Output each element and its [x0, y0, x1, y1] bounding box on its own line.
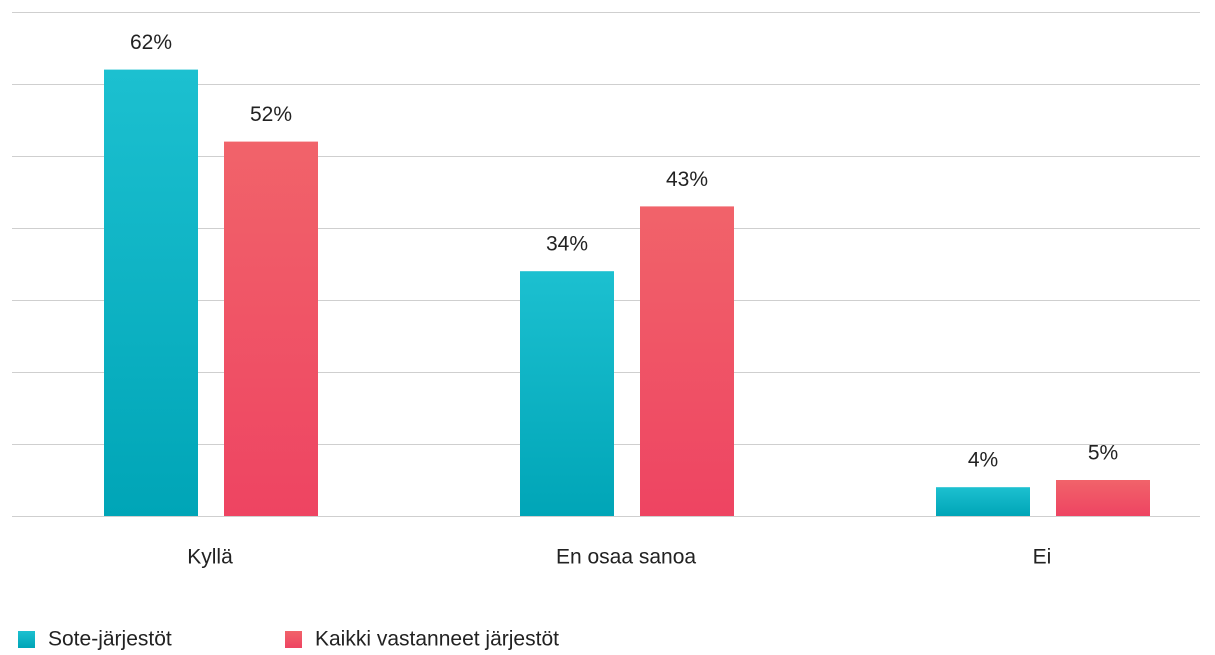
data-label: 5%: [1088, 442, 1118, 465]
bar: [224, 141, 318, 516]
x-tick-label: En osaa sanoa: [556, 546, 696, 569]
data-label: 4%: [968, 449, 998, 472]
bar: [104, 69, 198, 516]
bar: [640, 206, 734, 516]
bar: [936, 487, 1030, 516]
data-label: 52%: [250, 103, 292, 126]
legend-label: Kaikki vastanneet järjestöt: [315, 628, 559, 651]
data-label: 43%: [666, 168, 708, 191]
bar: [520, 271, 614, 516]
legend-swatch: [285, 631, 302, 648]
legend-swatch: [18, 631, 35, 648]
x-tick-label: Ei: [1033, 546, 1052, 569]
x-tick-label: Kyllä: [187, 546, 233, 569]
bar: [1056, 480, 1150, 516]
data-label: 34%: [546, 233, 588, 256]
data-label: 62%: [130, 31, 172, 54]
legend-label: Sote-järjestöt: [48, 628, 172, 651]
